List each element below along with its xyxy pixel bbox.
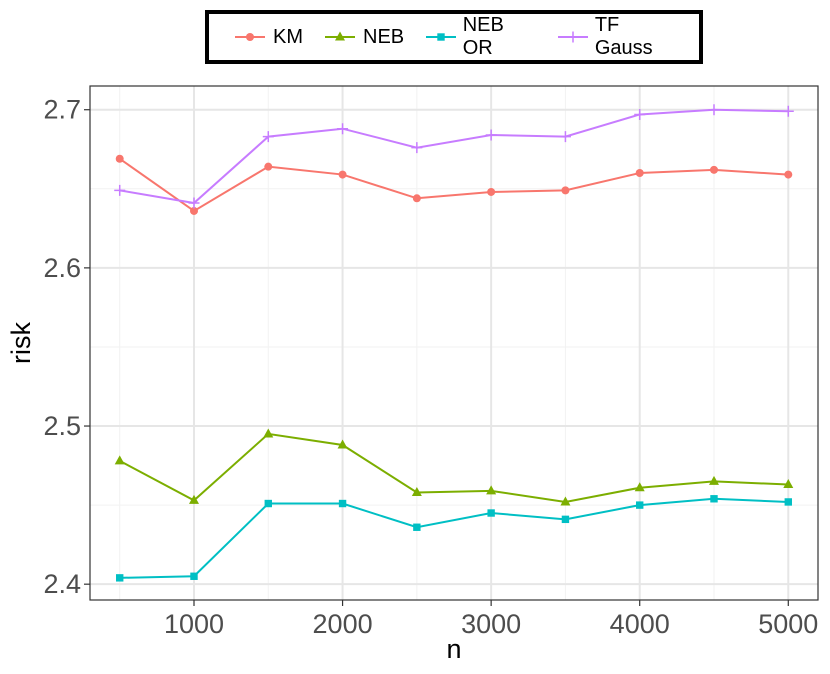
x-tick-label: 1000 [164,609,224,639]
data-point-neb-or [561,515,570,524]
data-point-km [115,154,124,163]
x-tick-label: 3000 [461,609,521,639]
legend-item-neb-or: NEB OR [424,14,536,60]
data-point-tf-gauss [485,129,497,141]
data-point-neb [560,496,571,506]
legend-item-tf-gauss: TF Gauss [556,14,679,60]
legend-key-neb [325,31,355,41]
y-tick-label: 2.4 [43,569,81,599]
data-point-neb [411,486,422,496]
data-point-neb-or [264,499,272,508]
series-neb [114,428,794,506]
legend-key-marker [246,33,254,41]
legend-label: TF Gauss [594,14,653,59]
data-point-km [338,170,347,179]
y-tick-label: 2.6 [43,253,81,283]
legend-key-marker [567,31,579,43]
data-point-neb [337,439,348,449]
y-tick-label: 2.7 [43,95,81,125]
data-point-km [264,162,273,171]
series-km [115,154,793,215]
series-neb-or [116,495,792,582]
data-point-neb [486,485,497,495]
y-tick-label: 2.5 [43,411,81,441]
legend-item-neb: NEB [323,26,404,49]
plot-panel [90,86,818,600]
legend-label: NEB OR [462,14,504,59]
data-point-neb [114,455,125,465]
legend-key-tf-gauss [558,31,589,43]
data-point-neb-or [784,498,792,506]
data-point-tf-gauss [559,131,571,143]
data-point-neb-or [636,501,644,509]
data-point-tf-gauss [708,104,720,116]
legend-key-marker [335,31,345,41]
data-point-neb [189,494,199,504]
data-point-tf-gauss [411,142,423,154]
data-point-neb-or [413,523,421,531]
data-point-tf-gauss [634,108,646,120]
data-point-tf-gauss [114,184,126,196]
data-point-km [784,170,793,179]
data-point-neb-or [487,509,495,517]
data-point-tf-gauss [262,131,274,143]
data-point-tf-gauss [188,197,200,209]
data-point-neb [783,479,794,489]
data-point-km [561,186,570,195]
legend-label: NEB [363,25,405,48]
data-point-km [190,206,198,215]
y-axis-title: risk [6,322,36,364]
data-point-tf-gauss [782,105,794,117]
data-point-neb-or [116,574,124,582]
series-line-neb-or [119,497,789,579]
data-point-neb [263,428,274,438]
series-line-neb [119,432,789,503]
x-axis-title: n [446,634,461,664]
x-tick-label: 4000 [610,609,670,639]
legend-label: KM [273,25,303,48]
series-line-tf-gauss [119,108,789,205]
x-axis: 1000 2000 3000 4000 5000 [164,600,818,639]
series-layer [114,104,794,582]
plot-border [89,85,819,601]
legend-item-km: KM [233,26,303,49]
data-point-neb-or [338,499,347,508]
legend-key-neb-or [426,33,457,41]
data-point-km [635,168,644,177]
data-point-neb-or [710,495,718,503]
data-point-neb [709,475,719,485]
series-tf-gauss [114,104,794,209]
legend-key-marker [437,33,445,41]
x-tick-label: 5000 [758,609,818,639]
legend: KM NEB NEB OR TF Gauss [205,10,703,64]
x-tick-label: 2000 [313,609,373,639]
legend-key-km [235,33,265,41]
data-point-neb [634,482,645,492]
data-point-tf-gauss [337,123,349,135]
y-axis: 2.4 2.5 2.6 2.7 [43,95,90,599]
data-point-km [710,165,718,174]
data-point-neb-or [190,572,198,580]
data-point-km [487,187,496,196]
series-line-km [119,157,789,213]
data-point-km [412,194,421,203]
